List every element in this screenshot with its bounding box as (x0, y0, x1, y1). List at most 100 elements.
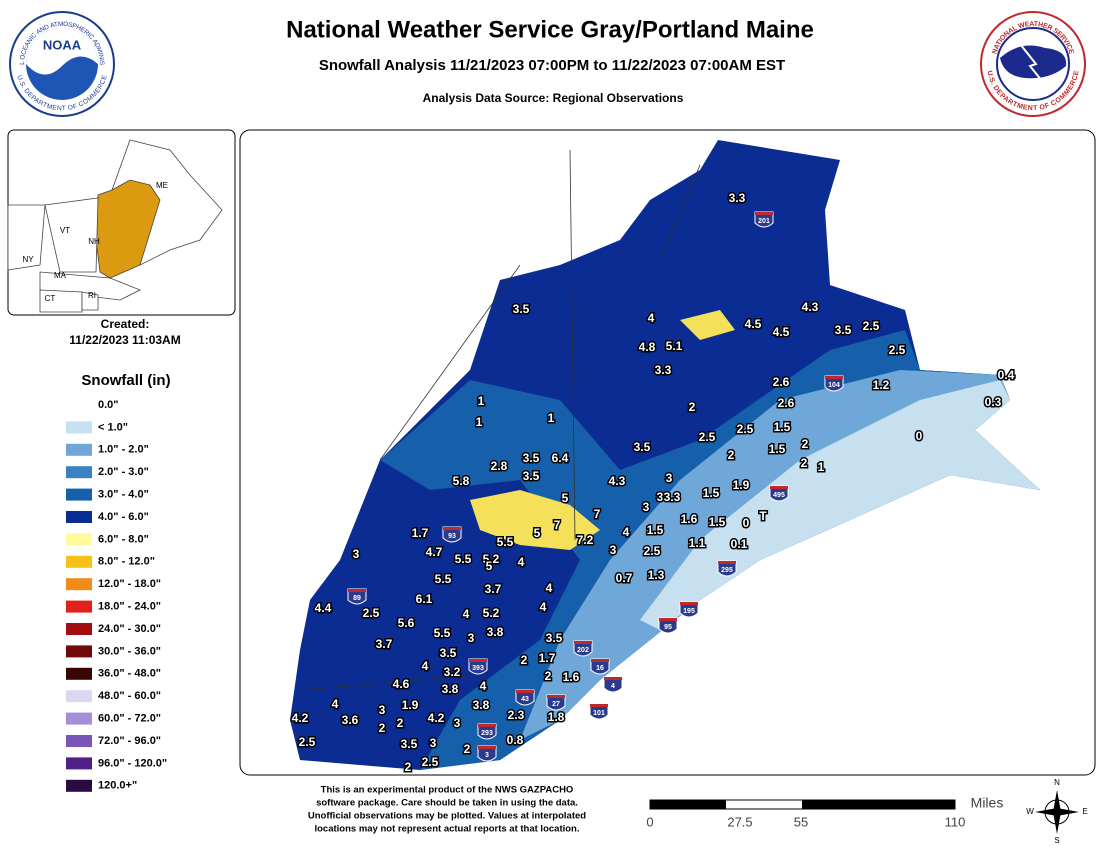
state-label: VT (60, 226, 70, 235)
observation: 3.6 (342, 713, 359, 727)
interstate-band (755, 212, 773, 215)
compass-letter: S (1054, 836, 1059, 845)
state-label: MA (54, 271, 67, 280)
interstate-band (604, 677, 622, 680)
interstate-shield (679, 601, 699, 618)
legend-label: 8.0" - 12.0" (98, 556, 155, 568)
observation: 3 (454, 716, 461, 730)
interstate-label: 495 (773, 492, 785, 499)
observation: 4.2 (292, 711, 309, 725)
legend-label: 60.0" - 72.0" (98, 713, 161, 725)
observation: 3.2 (444, 665, 461, 679)
interstate-label: 295 (721, 567, 733, 574)
observation: 2.5 (422, 755, 439, 769)
legend-swatch (66, 645, 92, 658)
observation: 5.2 (483, 606, 500, 620)
interstate-shield (769, 485, 789, 502)
legend-swatch (66, 757, 92, 770)
observation: 0.3 (985, 395, 1002, 409)
observation: 4.7 (426, 545, 443, 559)
observation: 2.5 (889, 343, 906, 357)
observation: 1 (548, 411, 555, 425)
observation: 4 (648, 311, 655, 325)
interstate-label: 93 (448, 533, 456, 540)
compass-letter: W (1026, 807, 1034, 816)
interstate-label: 95 (664, 624, 672, 631)
observation: 5.8 (453, 474, 470, 488)
observation: 6.4 (552, 451, 569, 465)
interstate-shield (468, 658, 488, 675)
legend-label: 4.0" - 6.0" (98, 511, 149, 523)
observation: 0.7 (616, 571, 633, 585)
observation: 2.5 (699, 430, 716, 444)
observation: 0 (916, 429, 923, 443)
observation: 3.3 (655, 363, 672, 377)
state-label: RI (88, 291, 96, 300)
interstate-shield (442, 526, 462, 543)
observation: 3.7 (376, 637, 393, 651)
legend-swatch (66, 667, 92, 680)
interstate-label: 16 (596, 665, 604, 672)
legend-label: 3.0" - 4.0" (98, 489, 149, 501)
legend-label: < 1.0" (98, 421, 128, 433)
observation: 3.5 (835, 323, 852, 337)
observation: 1.5 (709, 515, 726, 529)
observation: 2 (397, 716, 404, 730)
interstate-shield (589, 703, 609, 720)
observation: 5 (534, 526, 541, 540)
observation: 1.5 (769, 442, 786, 456)
observation: 4 (540, 600, 547, 614)
scale-bar (649, 799, 956, 810)
interstate-band (659, 618, 677, 621)
interstate-shield (717, 560, 737, 577)
legend-label: 0.0" (98, 399, 119, 411)
legend-label: 30.0" - 36.0" (98, 645, 161, 657)
observation: 5.5 (435, 572, 452, 586)
observation: 1.9 (733, 478, 750, 492)
observation: 1 (478, 394, 485, 408)
legend-swatch (66, 735, 92, 747)
observation: 3 (643, 500, 650, 514)
legend-label: 72.0" - 96.0" (98, 735, 161, 747)
inset-map (7, 129, 236, 316)
legend-label: 96.0" - 120.0" (98, 757, 167, 769)
interstate-shield (658, 617, 678, 634)
observation: 2 (464, 742, 471, 756)
legend-label: 1.0" - 2.0" (98, 444, 149, 456)
interstate-shield (477, 723, 497, 740)
observation: 1.5 (774, 420, 791, 434)
legend-swatch (66, 690, 92, 703)
observation: 2.6 (773, 375, 790, 389)
interstate-shield (573, 640, 593, 657)
observation: 4.6 (393, 677, 410, 691)
observation: 3 (657, 490, 664, 504)
scale-tick: 0 (646, 814, 653, 829)
observation: 4.3 (802, 300, 819, 314)
legend-swatch (65, 398, 93, 412)
observation: 4.3 (609, 474, 626, 488)
observation: 4 (422, 659, 429, 673)
observation: 0.1 (731, 537, 748, 551)
observation: 3 (610, 543, 617, 557)
legend-swatch (66, 421, 92, 434)
observation: 5.5 (455, 552, 472, 566)
legend-swatch (66, 555, 92, 568)
observation: 7 (594, 507, 601, 521)
observation: 1.8 (548, 710, 565, 724)
observation: 0.4 (998, 368, 1015, 382)
interstate-label: 201 (758, 218, 770, 225)
disclaimer: Unofficial observations may be plotted. … (308, 811, 586, 822)
scale-unit: Miles (971, 795, 1004, 811)
observation: 3.5 (634, 440, 651, 454)
observation: 2 (728, 448, 735, 462)
subtitle: Snowfall Analysis 11/21/2023 07:00PM to … (319, 57, 785, 74)
interstate-shield (824, 375, 844, 392)
observation: 2.3 (508, 708, 525, 722)
interstate-band (469, 659, 487, 662)
observation: 3.3 (729, 191, 746, 205)
legend-label: 36.0" - 48.0" (98, 668, 161, 680)
interstate-label: 27 (552, 701, 560, 708)
legend-label: 6.0" - 8.0" (98, 533, 149, 545)
observation: 3 (430, 736, 437, 750)
